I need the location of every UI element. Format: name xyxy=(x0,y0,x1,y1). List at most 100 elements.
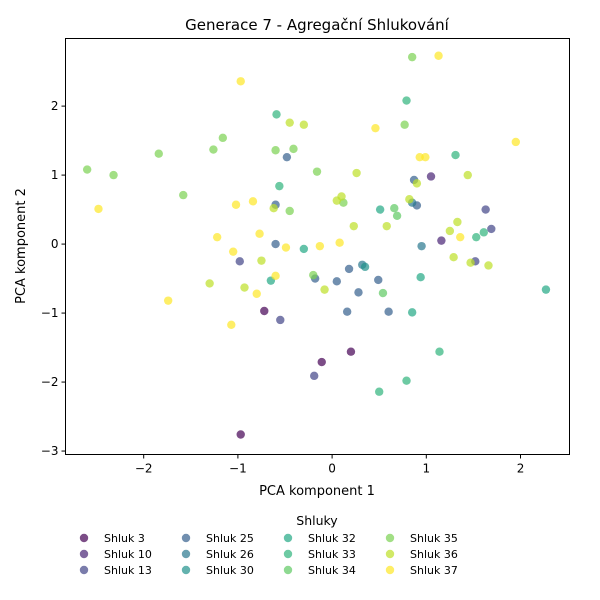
legend-label: Shluk 30 xyxy=(206,564,254,577)
points-layer xyxy=(82,51,551,439)
data-point xyxy=(437,236,446,245)
data-point xyxy=(255,229,264,238)
data-point xyxy=(271,271,280,281)
data-point xyxy=(315,241,325,251)
data-point xyxy=(541,285,551,294)
data-point xyxy=(484,261,493,270)
data-point xyxy=(402,376,411,385)
legend-marker xyxy=(385,565,395,575)
x-axis: −2 −1 0 1 2 xyxy=(135,454,525,476)
data-point xyxy=(260,306,269,316)
data-point xyxy=(271,239,280,249)
x-tick-label: 1 xyxy=(422,462,430,476)
x-axis-label: PCA komponent 1 xyxy=(259,484,375,499)
y-tick-label: 1 xyxy=(51,168,59,182)
data-point xyxy=(392,211,402,221)
data-point xyxy=(453,217,462,227)
data-point xyxy=(275,181,284,191)
data-point xyxy=(337,192,346,201)
data-point xyxy=(374,275,383,285)
data-point xyxy=(384,307,393,316)
legend-label: Shluk 26 xyxy=(206,548,254,561)
data-point xyxy=(405,195,414,204)
legend-label: Shluk 36 xyxy=(410,548,458,561)
data-point xyxy=(299,244,309,254)
data-point xyxy=(349,221,358,231)
data-point xyxy=(456,232,465,242)
data-point xyxy=(481,205,490,214)
data-point xyxy=(205,279,214,288)
legend-label: Shluk 32 xyxy=(308,532,356,545)
y-tick-label: −1 xyxy=(41,306,59,320)
data-point xyxy=(426,172,436,181)
legend-item: Shluk 34 xyxy=(283,564,356,577)
data-point xyxy=(257,256,266,265)
y-tick-label: −3 xyxy=(41,444,59,458)
legend-label: Shluk 25 xyxy=(206,532,254,545)
data-point xyxy=(228,247,238,256)
legend-marker xyxy=(181,533,191,543)
data-point xyxy=(335,238,344,247)
data-point xyxy=(285,206,294,216)
data-point xyxy=(400,120,409,129)
y-tick-label: 0 xyxy=(51,237,59,251)
data-point xyxy=(354,288,363,297)
legend-label: Shluk 13 xyxy=(104,564,152,577)
data-point xyxy=(407,308,417,317)
data-point xyxy=(434,51,443,60)
data-point xyxy=(487,224,496,234)
data-point xyxy=(154,149,163,158)
plot-area xyxy=(65,38,570,455)
legend-marker xyxy=(283,549,293,559)
legend-item: Shluk 35 xyxy=(385,532,458,545)
data-point xyxy=(231,200,241,209)
legend-item: Shluk 36 xyxy=(385,548,458,561)
legend-marker xyxy=(385,549,395,559)
data-point xyxy=(352,168,361,178)
data-point xyxy=(252,289,261,298)
data-point xyxy=(472,232,481,242)
legend-marker xyxy=(181,565,191,575)
legend-item: Shluk 25 xyxy=(181,532,254,545)
data-point xyxy=(109,170,118,180)
data-point xyxy=(320,285,329,294)
data-point xyxy=(375,205,385,214)
data-point xyxy=(412,179,422,188)
legend-label: Shluk 3 xyxy=(104,532,145,545)
data-point xyxy=(466,258,475,267)
legend-label: Shluk 33 xyxy=(308,548,356,561)
data-point xyxy=(248,197,258,206)
legend-title: Shluky xyxy=(296,513,338,528)
data-point xyxy=(346,347,356,356)
legend-item: Shluk 13 xyxy=(79,564,152,577)
data-point xyxy=(344,264,354,274)
data-point xyxy=(212,232,222,242)
data-point xyxy=(445,226,455,236)
data-point xyxy=(317,357,326,367)
data-point xyxy=(236,430,245,439)
data-point xyxy=(269,204,278,213)
data-point xyxy=(451,150,460,160)
data-point xyxy=(371,123,380,133)
data-point xyxy=(271,146,280,155)
data-point xyxy=(309,270,318,280)
x-tick-label: 2 xyxy=(517,462,525,476)
data-point xyxy=(463,170,472,180)
data-point xyxy=(310,371,319,381)
legend-item: Shluk 37 xyxy=(385,564,458,577)
data-point xyxy=(299,120,309,129)
data-point xyxy=(511,137,521,147)
legend-label: Shluk 34 xyxy=(308,564,356,577)
legend-item: Shluk 26 xyxy=(181,548,254,561)
legend-marker xyxy=(79,565,89,575)
legend-label: Shluk 35 xyxy=(410,532,458,545)
data-point xyxy=(378,288,388,298)
data-point xyxy=(209,145,218,154)
x-tick-label: −1 xyxy=(229,462,247,476)
y-axis: −3 −2 −1 0 1 2 xyxy=(41,99,66,458)
data-point xyxy=(163,296,173,305)
data-point xyxy=(236,77,245,86)
data-point xyxy=(390,204,399,213)
x-tick-label: 0 xyxy=(328,462,336,476)
legend-marker xyxy=(385,533,395,543)
